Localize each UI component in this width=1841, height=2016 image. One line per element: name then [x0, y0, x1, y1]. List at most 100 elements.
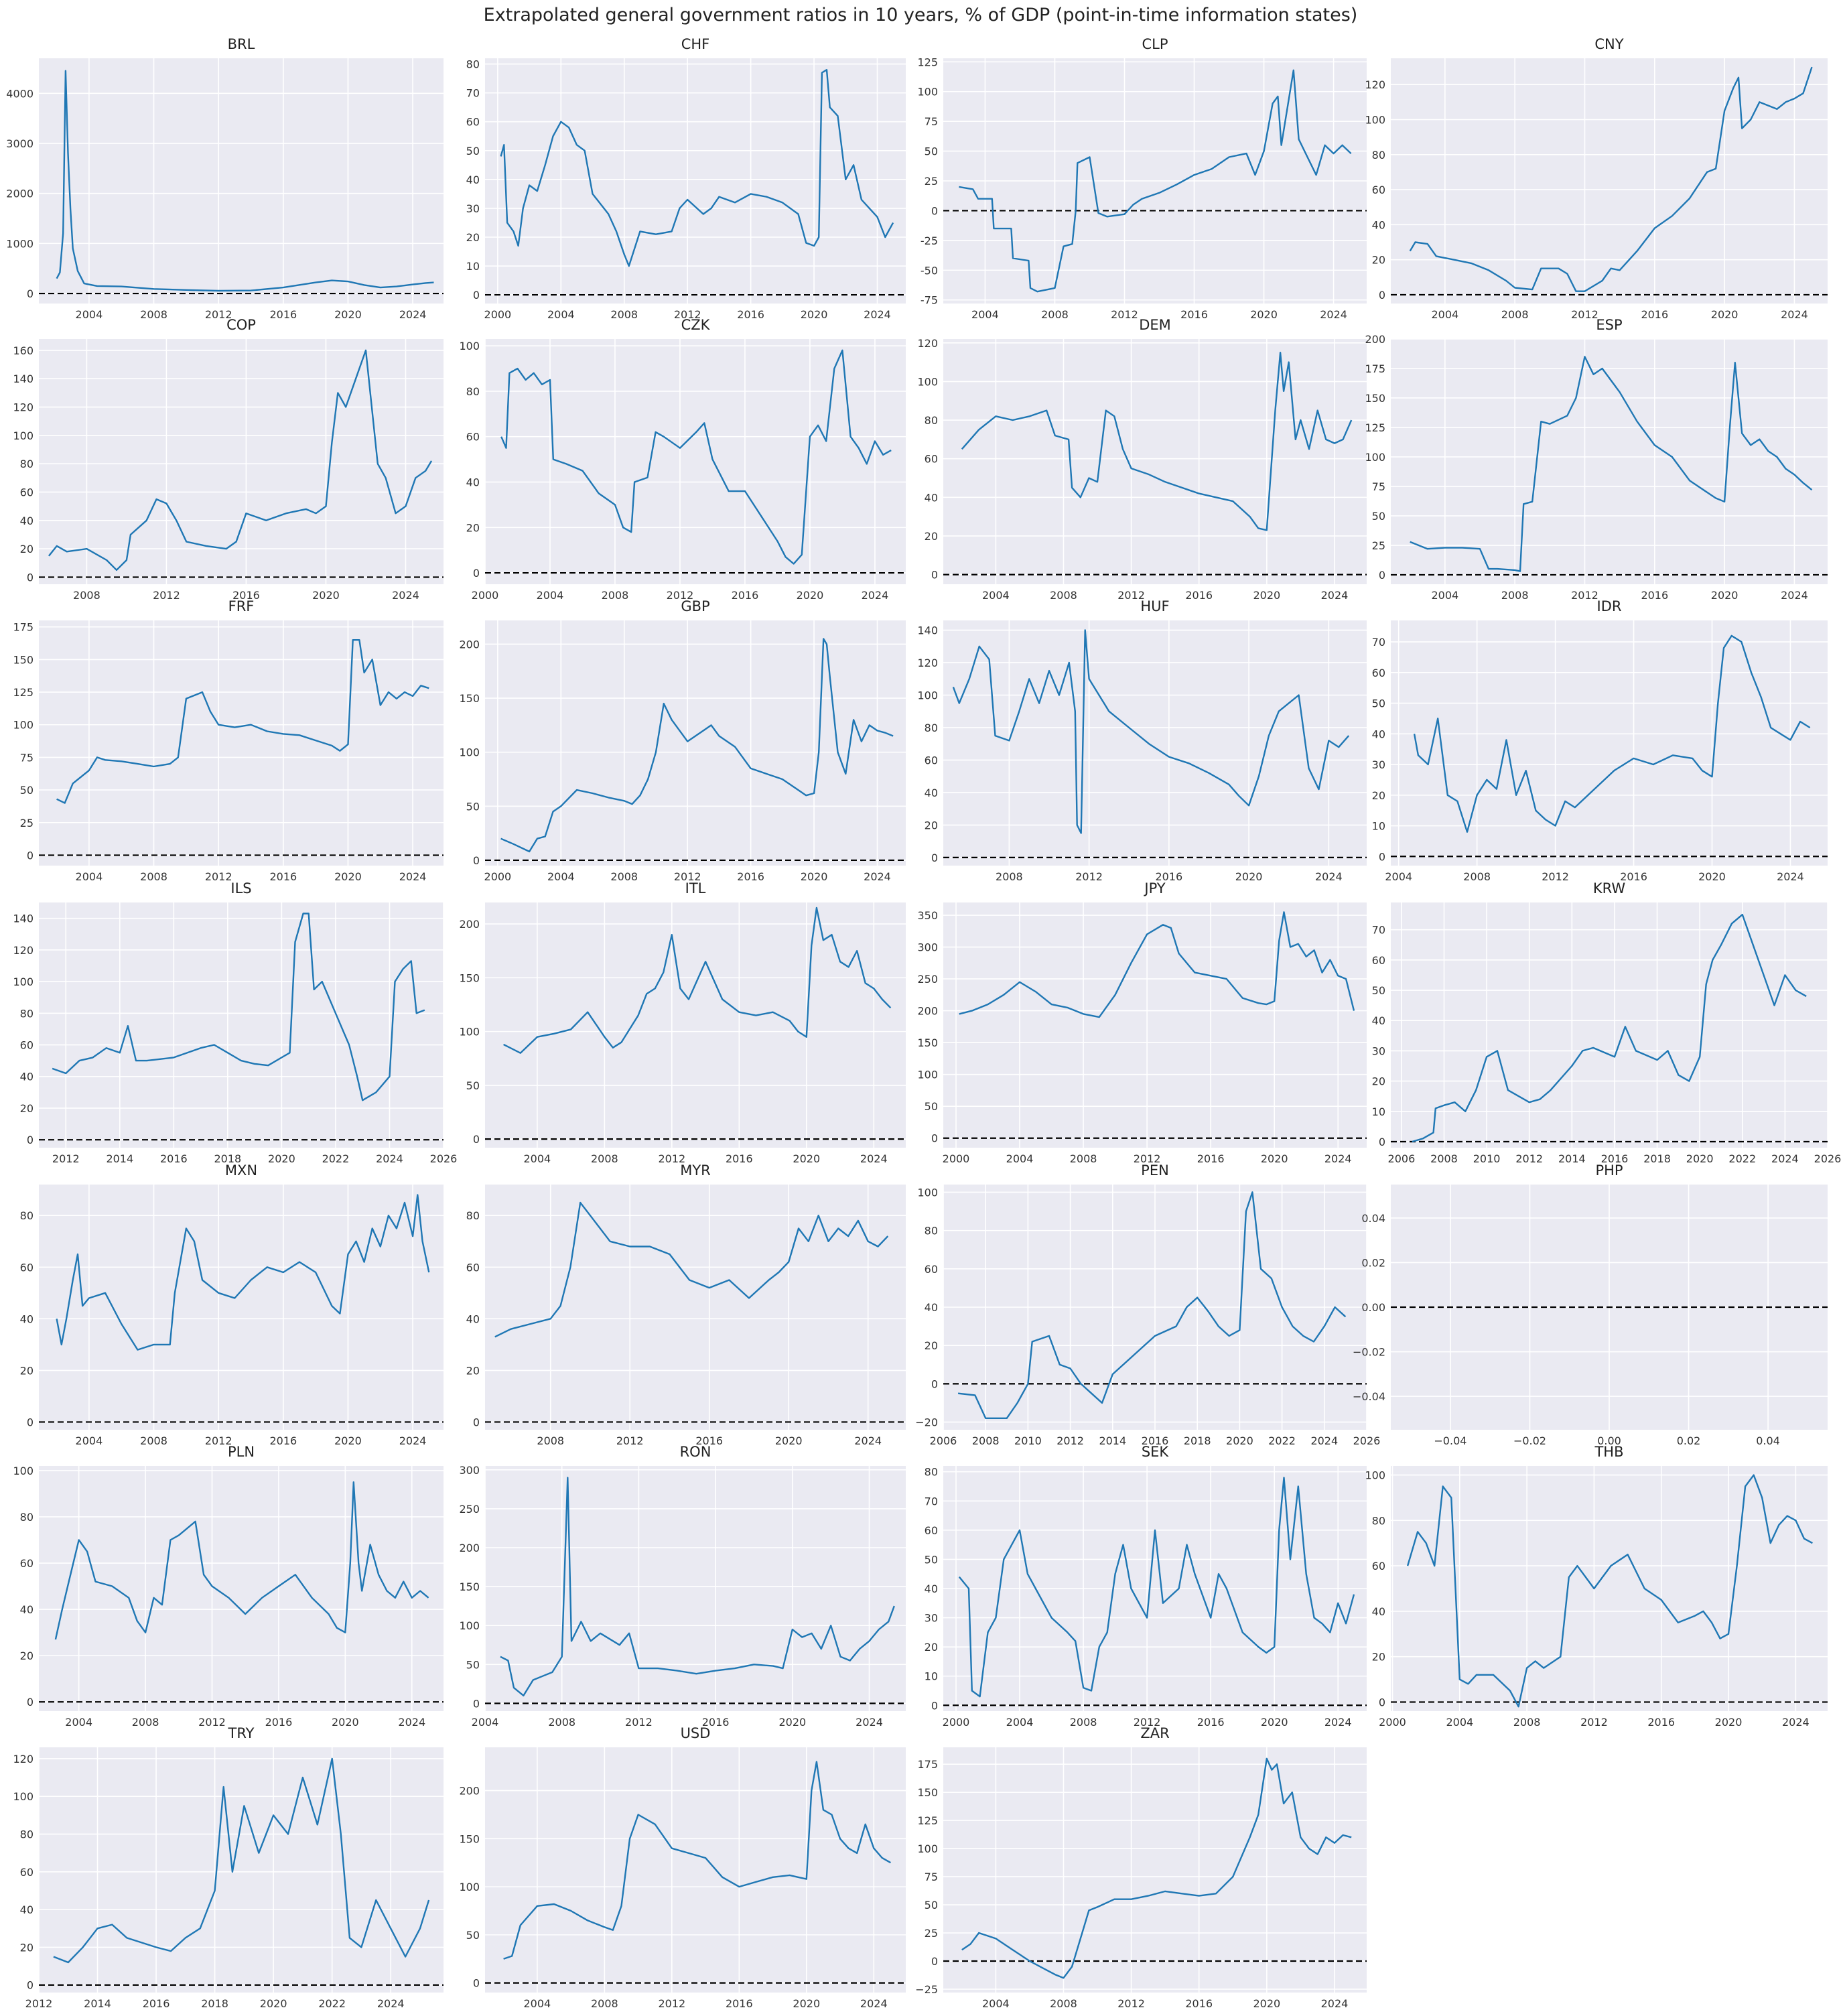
y-tick-label: 20: [466, 521, 480, 534]
panel-title: USD: [681, 1725, 711, 1741]
x-tick-label: 2004: [76, 308, 103, 321]
y-tick-label: −0.04: [1353, 1390, 1385, 1403]
y-tick-label: 175: [13, 621, 33, 634]
panel-title: ITL: [685, 880, 706, 896]
y-tick-label: 20: [925, 1641, 938, 1654]
y-tick-label: 80: [20, 1511, 33, 1524]
y-tick-label: 200: [459, 918, 480, 931]
y-tick-label: 40: [466, 174, 480, 186]
y-tick-label: 200: [459, 638, 480, 651]
plot-area: [943, 620, 1367, 866]
x-tick-label: 2012: [658, 1997, 685, 2010]
x-tick-label: 2020: [1711, 308, 1738, 321]
x-tick-label: 2004: [472, 1716, 499, 1729]
y-tick-label: 40: [466, 1313, 480, 1325]
y-tick-label: 60: [466, 431, 480, 444]
x-tick-label: 2020: [1250, 308, 1278, 321]
x-tick-label: 2010: [1014, 1434, 1042, 1447]
y-tick-label: 30: [1372, 1045, 1385, 1057]
x-tick-label: 2000: [943, 1152, 970, 1165]
x-tick-label: 2024: [1324, 1152, 1352, 1165]
y-tick-label: 20: [1372, 789, 1385, 802]
y-tick-label: 20: [1372, 1075, 1385, 1088]
y-tick-label: −20: [915, 1416, 938, 1429]
x-tick-label: 2008: [537, 1434, 564, 1447]
x-tick-label: 2004: [76, 870, 103, 883]
panel-title: DEM: [1139, 317, 1171, 333]
y-tick-label: 250: [917, 973, 938, 986]
x-tick-label: 2024: [1781, 589, 1808, 602]
plot-area: [39, 58, 444, 304]
y-tick-label: 100: [13, 1790, 33, 1803]
y-tick-label: 25: [20, 817, 33, 829]
series-line-chf: [500, 69, 894, 267]
y-tick-label: 200: [459, 1785, 480, 1798]
series-line-esp: [1410, 356, 1813, 572]
y-tick-label: 0: [27, 1696, 33, 1708]
x-tick-label: 2014: [1099, 1434, 1126, 1447]
panel-title: HUF: [1140, 598, 1169, 614]
x-tick-label: 2004: [982, 1997, 1010, 2010]
panel-cny: CNY 2004 2008 2012 2016 2020 2024 0 20 40 60 80 100 1…: [1365, 36, 1828, 321]
y-tick-label: 150: [917, 1036, 938, 1049]
panel-title: GBP: [681, 598, 709, 614]
y-tick-label: 60: [466, 1261, 480, 1274]
x-tick-label: 2020: [1253, 1997, 1280, 2010]
x-tick-label: 2022: [1728, 1152, 1756, 1165]
x-tick-label: 2016: [143, 1997, 170, 2010]
panel-dem: DEM 2004 2008 2012 2016 2020 2024 0 20 40 60 80 100 1…: [917, 317, 1367, 602]
y-tick-label: 70: [466, 87, 480, 100]
x-tick-label: 2016: [1620, 870, 1647, 883]
y-tick-label: 200: [917, 1005, 938, 1018]
y-tick-label: -25: [920, 234, 938, 247]
y-tick-label: 100: [1365, 114, 1385, 127]
series-line-itl: [503, 906, 892, 1054]
y-tick-label: 2000: [6, 188, 33, 200]
x-tick-label: 2012: [1542, 870, 1569, 883]
plot-area: [1391, 339, 1828, 584]
y-tick-label: 0: [931, 852, 938, 864]
y-tick-label: 0: [473, 1977, 480, 1990]
y-tick-label: 0: [931, 1377, 938, 1390]
x-tick-label: 2012: [667, 589, 694, 602]
y-tick-label: 150: [459, 1581, 480, 1593]
panel-php: PHP −0.04 −0.02 0.00 0.02 0.04 −0.04 −0.02 0.00 0…: [1353, 1162, 1828, 1447]
panel-cop: COP 2008 2012 2016 2020 2024 0 20 40 60 80 100 120 14…: [13, 317, 444, 602]
y-tick-label: 20: [1372, 254, 1385, 267]
y-tick-label: 20: [925, 1339, 938, 1352]
x-tick-label: 2012: [52, 1152, 80, 1165]
series-line-pen: [957, 1191, 1347, 1419]
y-tick-label: 80: [925, 414, 938, 427]
x-tick-label: −0.04: [1434, 1434, 1467, 1447]
y-tick-label: 80: [20, 1007, 33, 1020]
plot-area: [485, 58, 906, 304]
x-tick-label: 2008: [996, 870, 1023, 883]
x-tick-label: 2008: [610, 870, 638, 883]
y-tick-label: 80: [925, 1466, 938, 1479]
x-tick-label: 2020: [793, 1152, 820, 1165]
x-tick-label: 2008: [140, 308, 167, 321]
x-tick-label: 2020: [1235, 870, 1263, 883]
panel-frf: FRF 2004 2008 2012 2016 2020 2024 0 25 50 75 100 125…: [13, 598, 444, 883]
y-tick-label: 60: [1372, 667, 1385, 679]
panel-title: SEK: [1142, 1444, 1170, 1460]
x-tick-label: 2024: [1771, 1152, 1799, 1165]
y-tick-label: 50: [925, 1899, 938, 1911]
plot-area: [39, 339, 444, 584]
plot-area: [39, 1185, 444, 1430]
y-tick-label: 60: [1372, 1560, 1385, 1572]
x-tick-label: 2012: [616, 1434, 644, 1447]
series-line-huf: [952, 629, 1350, 834]
y-tick-label: 75: [925, 1871, 938, 1883]
panel-title: BRL: [228, 36, 255, 52]
y-tick-label: 100: [917, 1186, 938, 1199]
plot-area: [943, 339, 1367, 584]
y-tick-label: 0: [1379, 1696, 1385, 1708]
panel-chf: CHF 2000 2004 2008 2012 2016 2020 2024 0 10 20 30 40…: [466, 36, 906, 321]
x-tick-label: 2008: [140, 870, 167, 883]
x-tick-label: 2020: [1253, 589, 1280, 602]
panel-ron: RON 2004 2008 2012 2016 2020 2024 0 50 100 150 200 2…: [459, 1444, 906, 1729]
x-tick-label: 2016: [737, 308, 764, 321]
y-tick-label: 50: [925, 1100, 938, 1113]
y-tick-label: 20: [20, 1102, 33, 1115]
